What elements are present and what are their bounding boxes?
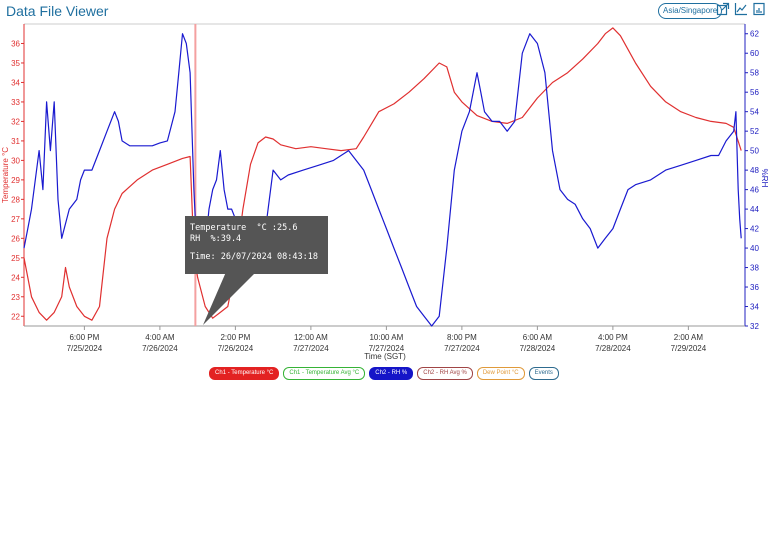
x-tick-date-label: 7/27/2024 xyxy=(293,344,329,353)
x-tick-date-label: 7/29/2024 xyxy=(671,344,707,353)
legend-item[interactable]: Ch1 - Temperature Avg °C xyxy=(283,367,366,380)
x-tick-time-label: 8:00 PM xyxy=(447,333,477,342)
download-icon[interactable] xyxy=(752,2,766,16)
y-left-tick-label: 27 xyxy=(11,215,20,224)
y-left-tick-label: 31 xyxy=(11,137,20,146)
x-tick-date-label: 7/25/2024 xyxy=(67,344,103,353)
x-tick-time-label: 2:00 AM xyxy=(674,333,704,342)
y-right-tick-label: 42 xyxy=(750,225,759,234)
y-left-tick-label: 29 xyxy=(11,176,20,185)
app-title: Data File Viewer xyxy=(6,3,109,19)
tooltip-pointer xyxy=(203,272,256,325)
x-tick-date-label: 7/27/2024 xyxy=(369,344,405,353)
legend-item[interactable]: Ch1 - Temperature °C xyxy=(209,367,280,380)
series-line-temperature xyxy=(23,27,742,321)
x-tick-time-label: 4:00 PM xyxy=(598,333,628,342)
y-right-tick-label: 60 xyxy=(750,49,759,58)
x-tick-time-label: 4:00 AM xyxy=(145,333,175,342)
y-right-tick-label: 50 xyxy=(750,147,759,156)
external-link-icon[interactable] xyxy=(716,2,730,16)
x-tick-date-label: 7/26/2024 xyxy=(142,344,178,353)
series-line-rh xyxy=(23,33,742,327)
timezone-button[interactable]: Asia/Singapore xyxy=(658,3,723,19)
legend-item[interactable]: Dew Point °C xyxy=(476,367,525,380)
tooltip-box xyxy=(185,216,328,274)
y-right-tick-label: 36 xyxy=(750,283,759,292)
y-right-tick-label: 56 xyxy=(750,88,759,97)
x-axis-label: Time (SGT) xyxy=(364,352,406,361)
y-left-tick-label: 30 xyxy=(11,156,20,165)
y-left-tick-label: 36 xyxy=(11,39,20,48)
y-right-tick-label: 52 xyxy=(750,127,759,136)
y-left-tick-label: 22 xyxy=(11,312,20,321)
tooltip-temperature: Temperature °C :25.6 xyxy=(190,223,297,233)
y-left-tick-label: 24 xyxy=(11,273,20,282)
x-tick-time-label: 10:00 AM xyxy=(369,333,403,342)
y-right-tick-label: 62 xyxy=(750,30,759,39)
x-tick-time-label: 6:00 PM xyxy=(69,333,99,342)
y-left-tick-label: 32 xyxy=(11,117,20,126)
x-tick-time-label: 6:00 AM xyxy=(523,333,553,342)
legend-item[interactable]: Ch2 - RH % xyxy=(369,367,414,380)
x-tick-date-label: 7/26/2024 xyxy=(218,344,254,353)
x-tick-date-label: 7/28/2024 xyxy=(520,344,556,353)
chart: 22 23 24 25 26 27 28 29 30 31 32 33 34 35 36 32 34 36 38 4… xyxy=(1,23,768,361)
y-right-tick-label: 44 xyxy=(750,205,759,214)
y-right-tick-label: 54 xyxy=(750,108,759,117)
x-tick-time-label: 12:00 AM xyxy=(294,333,328,342)
y-right-tick-label: 38 xyxy=(750,264,759,273)
y-right-axis-label: %RH xyxy=(760,169,768,188)
x-tick-date-label: 7/28/2024 xyxy=(595,344,631,353)
legend-item[interactable]: Events xyxy=(528,367,559,380)
x-tick-time-label: 2:00 PM xyxy=(220,333,250,342)
tooltip-time: Time: 26/07/2024 08:43:18 xyxy=(190,252,318,262)
y-left-tick-label: 34 xyxy=(11,78,20,87)
legend-item[interactable]: Ch2 - RH Avg % xyxy=(417,367,473,380)
tooltip-rh: RH %:39.4 xyxy=(190,234,241,244)
y-right-tick-label: 58 xyxy=(750,69,759,78)
y-left-tick-label: 33 xyxy=(11,98,20,107)
x-tick-date-label: 7/27/2024 xyxy=(444,344,480,353)
y-right-tick-label: 46 xyxy=(750,186,759,195)
y-left-tick-label: 25 xyxy=(11,254,20,263)
y-right-tick-label: 32 xyxy=(750,322,759,331)
trend-icon[interactable] xyxy=(734,2,748,16)
y-left-tick-label: 23 xyxy=(11,293,20,302)
y-left-tick-label: 35 xyxy=(11,59,20,68)
y-right-tick-label: 40 xyxy=(750,244,759,253)
tooltip: Temperature °C :25.6 RH %:39.4 Time: 26/… xyxy=(185,216,328,325)
y-left-tick-label: 28 xyxy=(11,195,20,204)
y-right-tick-label: 34 xyxy=(750,303,759,312)
y-left-axis-label: Temperature °C xyxy=(1,147,10,203)
y-right-tick-label: 48 xyxy=(750,166,759,175)
legend: Ch1 - Temperature °C Ch1 - Temperature Av… xyxy=(0,367,768,380)
y-left-tick-label: 26 xyxy=(11,234,20,243)
